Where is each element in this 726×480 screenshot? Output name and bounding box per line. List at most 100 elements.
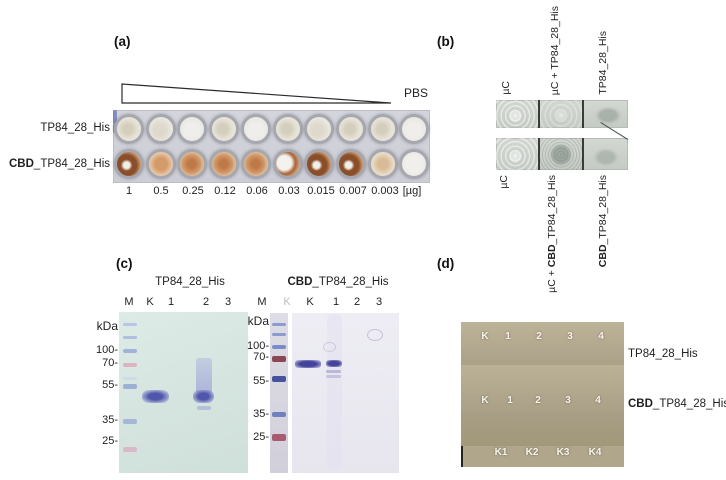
marker-band [272,345,286,349]
protein-band [197,406,211,410]
marker-band [123,447,137,452]
protein-band [295,360,321,368]
protein-band [142,390,169,403]
dot-cell-label: K4 [588,447,602,458]
well [304,114,335,144]
kda-tick: 35- [102,414,118,426]
concentration-label: 0.12 [214,185,236,197]
gel-artifact-ring [323,342,336,352]
lane-label: M [124,296,134,308]
marker-band [272,376,286,382]
dot-cell-label: 2 [535,395,541,406]
dot-cell-label: 3 [565,395,571,406]
label-bold: CBD [546,244,558,268]
well [145,149,176,179]
concentration-label: 0.015 [307,185,335,197]
pen-mark [113,110,117,124]
blot-row [461,412,624,446]
gel-title-cbd-tp84: CBD_TP84_28_His [277,276,399,289]
row-label-rest: TP84_28_His [40,122,110,134]
kda-unit-right: kDa [247,314,269,328]
western-strip-bottom [496,122,628,170]
concentration-label: 0.06 [246,185,268,197]
lane-label: K [146,296,154,308]
dot-blot-cell [496,100,540,128]
marker-band [123,336,137,339]
dot-cell-label: K2 [525,447,539,458]
label-pre: µC [498,175,510,189]
well [240,149,271,179]
well [177,114,208,144]
sds-gel-tp84 [119,312,248,473]
concentration-label: 0.003 [371,185,399,197]
marker-band [123,419,137,424]
title-bold: CBD [287,276,313,288]
kda-tick: 70- [253,351,269,363]
well [209,114,240,144]
label-pre: TP84_28_His [597,31,609,95]
protein-band [327,314,342,471]
blot-row [461,322,624,365]
b-top-label-uc-tp84: µC + TP84_28_His [549,6,562,95]
lane-label: 2 [353,296,361,308]
dot-cell-label: 1 [505,331,511,342]
protein-band [196,358,212,394]
dot-cell-label: 4 [595,395,601,406]
title-rest: _TP84_28_His [312,276,389,288]
well [177,149,208,179]
dot-blot-cell [540,100,584,128]
dot-cell-label: K3 [556,447,570,458]
concentration-label: 0.5 [153,185,169,197]
gel-title-tp84: TP84_28_His [130,276,250,289]
concentration-label: 0.007 [339,185,367,197]
pbs-label: PBS [404,86,429,100]
sds-gel-cbd [292,313,399,473]
marker-band [272,434,286,441]
dot-cell-label: 3 [567,331,573,342]
dot-cell-label: K1 [494,447,508,458]
well [114,149,144,179]
kda-tick: 25- [102,435,118,447]
panel-d-label: (d) [437,256,455,271]
dot-cell-label: K [481,395,489,406]
dot-cell-label: 2 [536,331,542,342]
marker-band [272,356,286,362]
protein-band [193,390,214,403]
concentration-label: 0.25 [182,185,204,197]
lane-label: K [306,296,314,308]
label-pre: µC + [546,267,558,293]
western-strip-top [496,100,628,128]
marker-band [272,333,286,336]
marker-band [123,363,137,367]
marker-band [123,384,137,389]
label-post: _TP84_28_His [597,175,609,245]
cell-divider [461,446,463,467]
protein-band [326,360,342,367]
row-label-cbd-tp84: CBD_TP84_28_His [0,158,110,171]
row-label-bold: CBD [9,158,34,170]
kda-tick: 25- [253,431,269,443]
kda-unit-left: kDa [96,319,118,333]
dot-blot-cell [496,138,540,170]
lane-label: 1 [332,296,340,308]
marker-band [272,412,286,417]
side-label-rest: TP84_28_His [628,348,698,360]
kda-tick: 70- [102,357,118,369]
lane-label: M [257,296,267,308]
well [209,149,240,179]
label-post: TP84_28_His [549,5,561,70]
panel-a-label: (a) [114,34,131,49]
well [367,114,398,144]
marker-band [123,349,137,353]
kda-tick: 100- [95,344,118,356]
dot-cell-label: K [481,331,489,342]
protein-band [326,370,341,373]
protein-band [326,375,341,378]
lane-label: K [283,296,291,308]
well [367,149,398,179]
blot-row [461,365,624,412]
label-pre: µC [500,81,512,95]
kda-tick: 55- [253,375,269,387]
marker-band [123,323,137,326]
